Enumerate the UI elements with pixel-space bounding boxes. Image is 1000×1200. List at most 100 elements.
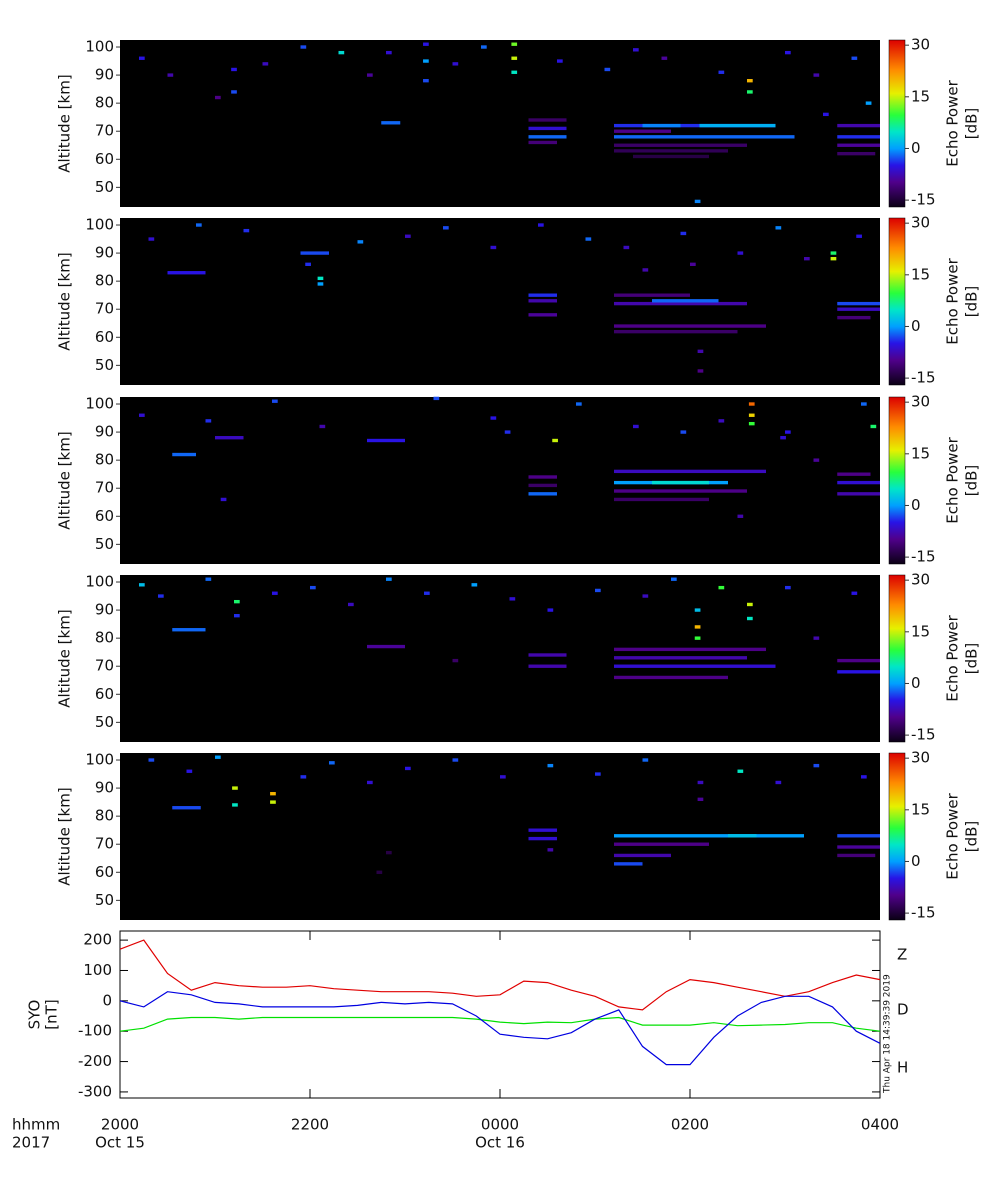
echo-cell [851, 591, 858, 595]
echo-cell [837, 658, 880, 663]
date-label: Oct 16 [475, 1134, 525, 1152]
echo-cell [785, 50, 791, 55]
echo-cell [148, 237, 155, 241]
echo-cell [490, 416, 497, 420]
echo-cell [262, 62, 269, 66]
echo-cell [167, 271, 206, 275]
echo-cell [305, 262, 311, 266]
echo-cell [642, 123, 681, 128]
echo-cell [697, 369, 704, 373]
echo-cell [367, 644, 405, 649]
echo-cell [718, 419, 725, 423]
echo-cell [528, 828, 557, 832]
echo-cell [694, 636, 701, 640]
echo-cell [718, 70, 725, 74]
y-axis-label: Altitude [km] [56, 252, 74, 350]
echo-cell [232, 803, 238, 807]
echo-cell [234, 614, 240, 618]
colorbar-tick-label: 30 [911, 36, 930, 54]
echo-cell [528, 653, 567, 657]
echo-cell [528, 483, 557, 488]
echo-cell [381, 121, 401, 125]
colorbar-tick-label: 15 [911, 265, 930, 283]
echo-cell [837, 143, 880, 147]
echo-cell [614, 664, 776, 668]
echo-cell [837, 301, 880, 306]
echo-cell [148, 758, 155, 762]
echo-cell [747, 602, 753, 607]
echo-cell [511, 56, 518, 60]
echo-cell [317, 276, 324, 281]
y-tick-label: 100 [85, 38, 114, 56]
echo-cell [528, 492, 557, 496]
legend-label: H [897, 1059, 908, 1077]
y-tick-label: 50 [95, 535, 114, 553]
echo-cell [319, 424, 326, 429]
y-tick-label: 70 [95, 835, 114, 853]
echo-cell [270, 800, 276, 804]
echo-cell [243, 228, 250, 233]
echo-cell [215, 436, 244, 440]
echo-cell [785, 585, 791, 590]
colorbar-label: Echo Power [944, 79, 962, 166]
y-tick-label: 90 [95, 779, 114, 797]
echo-cell [728, 834, 757, 838]
colorbar-tick-label: 30 [911, 749, 930, 767]
x-tick-label: 0200 [671, 1116, 709, 1134]
echo-cell [642, 758, 649, 762]
echo-cell [423, 42, 429, 46]
echo-cell [300, 45, 307, 49]
echo-cell [317, 282, 324, 286]
y-tick-label: 90 [95, 244, 114, 262]
echo-cell [172, 806, 201, 810]
colorbar-label: Echo Power [944, 792, 962, 879]
echo-cell [699, 123, 776, 128]
y-tick-label: 80 [95, 94, 114, 112]
y-tick-label: 50 [95, 891, 114, 909]
echo-cell [595, 588, 601, 593]
echo-cell [433, 396, 440, 401]
colorbar-tick-label: 30 [911, 214, 930, 232]
echo-cell [737, 514, 744, 518]
colorbar [888, 396, 906, 565]
echo-cell [357, 240, 364, 244]
echo-cell [300, 775, 307, 779]
timestamp: Thu Apr 18 14:39:39 2019 [883, 974, 893, 1094]
echo-cell [642, 594, 649, 598]
echo-cell [215, 755, 221, 759]
echo-cell [614, 149, 728, 153]
y-tick-label: 70 [95, 122, 114, 140]
y-tick-label: 50 [95, 356, 114, 374]
y-tick-label: 80 [95, 451, 114, 469]
echo-cell [747, 79, 753, 83]
echo-cell [300, 251, 329, 255]
y-tick-label: -200 [78, 1052, 112, 1070]
echo-cell [338, 50, 345, 55]
echo-cell [547, 608, 554, 612]
echo-cell [813, 73, 820, 77]
echo-cell [405, 766, 411, 771]
y-tick-label: 50 [95, 713, 114, 731]
colorbar-tick-label: -15 [911, 191, 936, 209]
echo-cell [158, 594, 164, 598]
echo-cell [804, 257, 810, 261]
y-tick-label: 60 [95, 328, 114, 346]
y-tick-label: 60 [95, 685, 114, 703]
colorbar-tick-label: 0 [911, 674, 921, 692]
year-label: 2017 [12, 1134, 50, 1152]
y-axis-label: Altitude [km] [56, 787, 74, 885]
echo-cell [500, 775, 506, 779]
echo-cell [232, 786, 238, 790]
echo-cell [623, 245, 630, 250]
echo-cell [614, 675, 728, 680]
echo-cell [694, 608, 701, 612]
echo-cell [652, 480, 709, 485]
y-tick-label: 70 [95, 479, 114, 497]
echo-cell [552, 438, 558, 443]
echo-cell [642, 268, 649, 272]
series-line [119, 939, 881, 1011]
echo-cell [614, 329, 738, 334]
echo-cell [452, 658, 459, 663]
echo-cell [652, 299, 719, 303]
